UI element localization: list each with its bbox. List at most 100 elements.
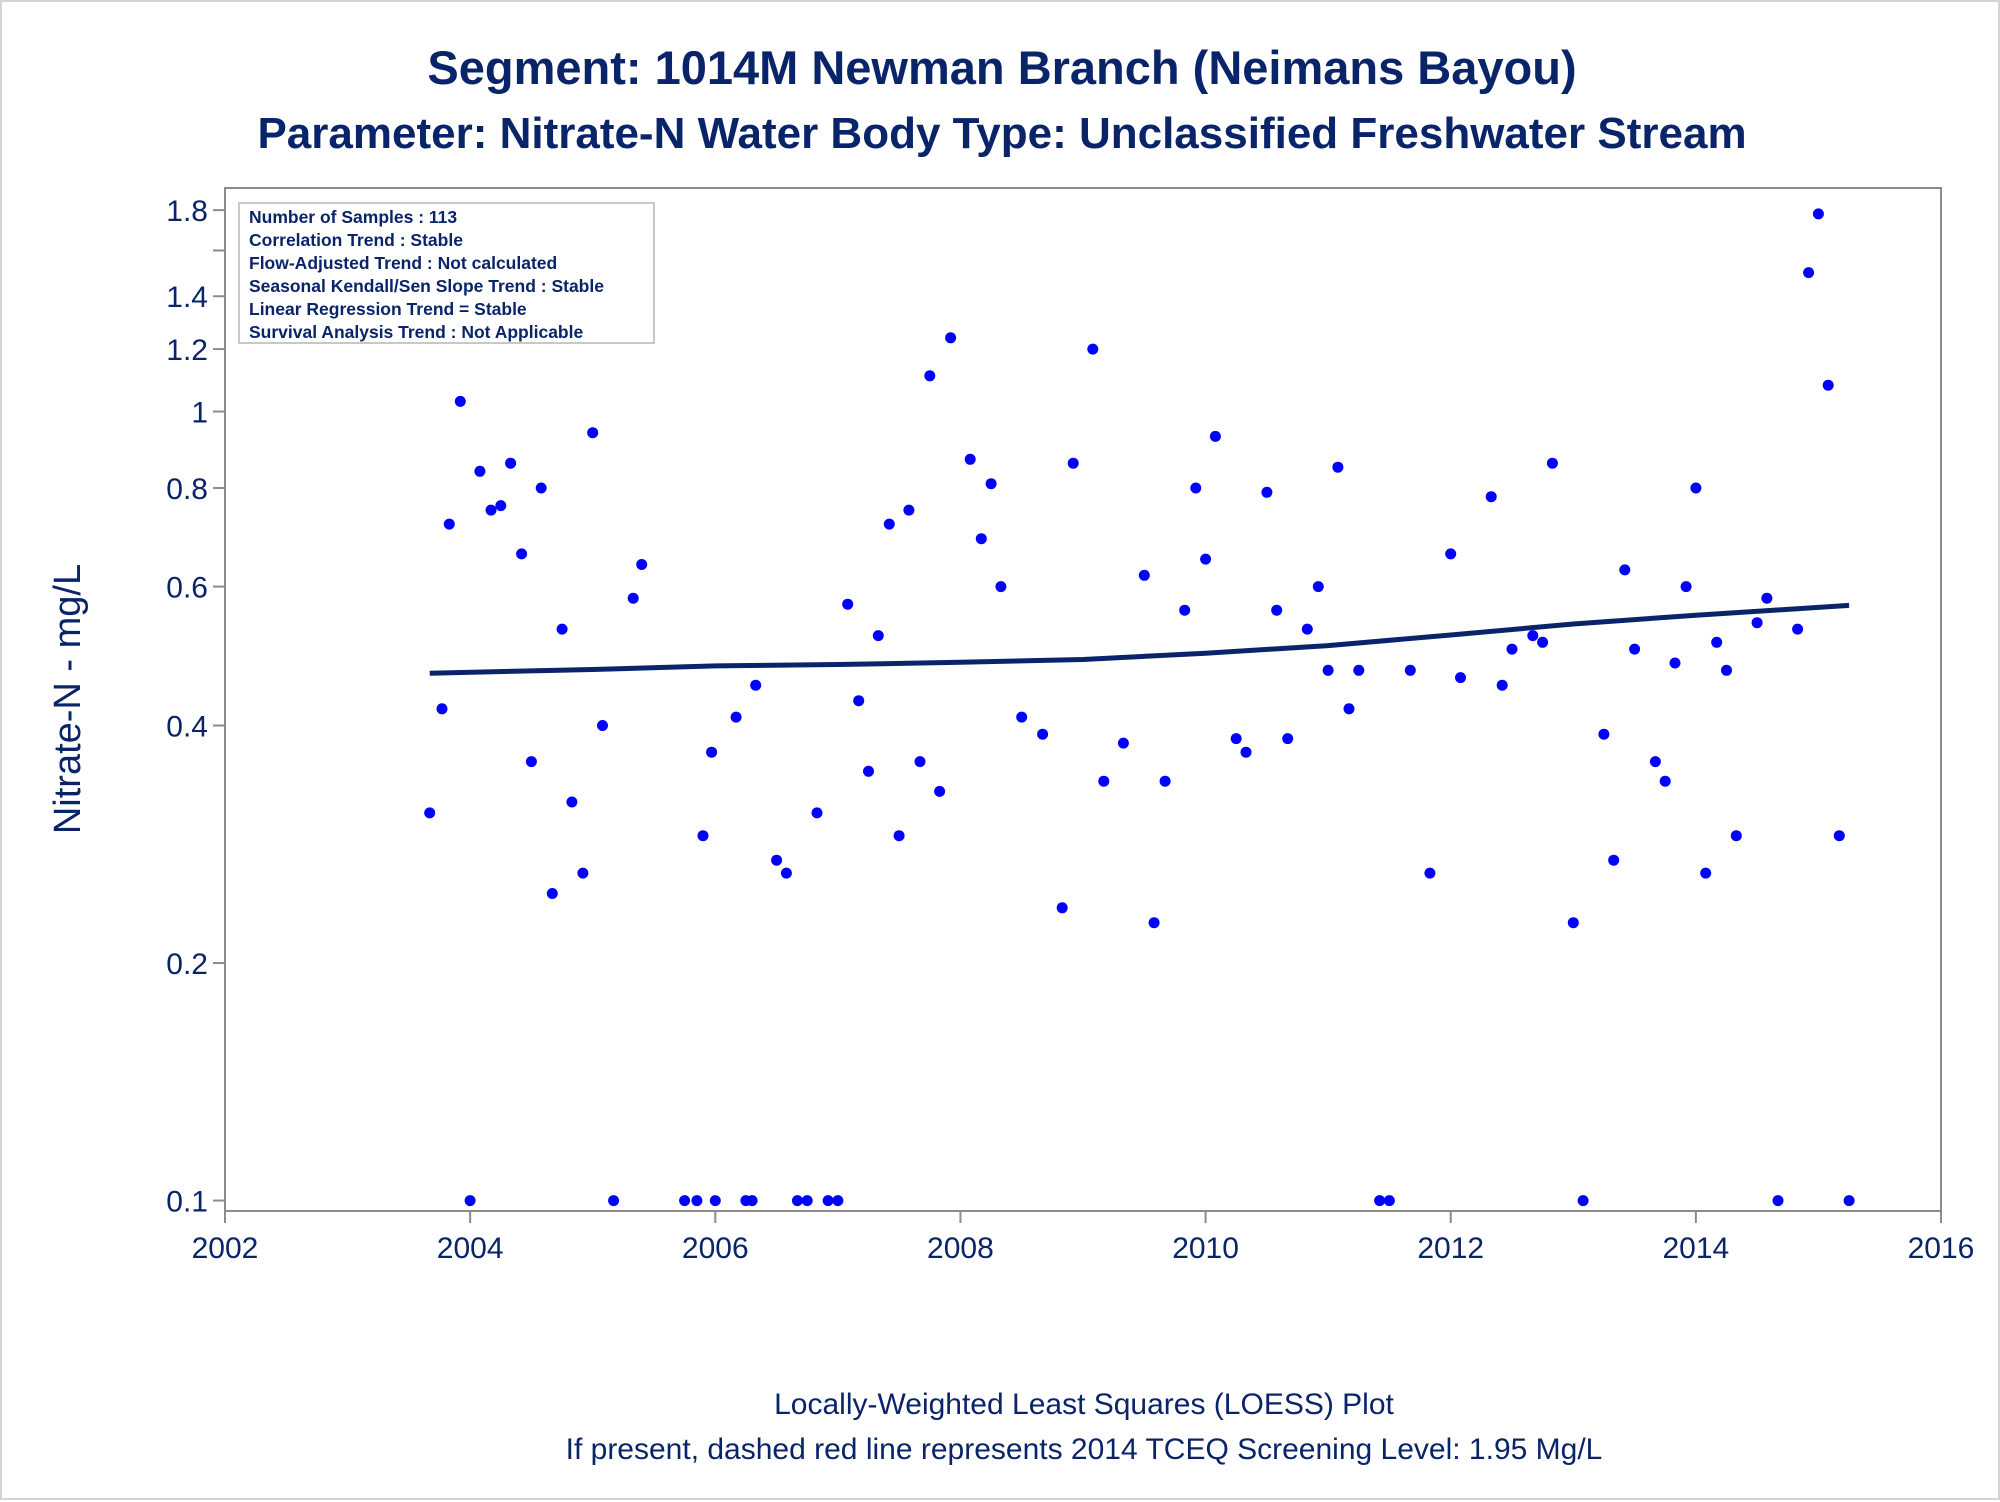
data-point — [443, 518, 455, 530]
stats-sample-count: Number of Samples : 113 — [249, 207, 457, 227]
data-point — [627, 592, 639, 604]
data-point — [1577, 1195, 1589, 1207]
chart-title: Segment: 1014M Newman Branch (Neimans Ba… — [427, 41, 1576, 94]
data-point — [1772, 1195, 1784, 1207]
x-tick-label: 2012 — [1417, 1232, 1484, 1265]
data-point — [1261, 486, 1273, 498]
y-tick-label: 0.4 — [166, 711, 208, 744]
stats-survival-analysis-trend: Survival Analysis Trend : Not Applicable — [249, 322, 583, 342]
data-point — [1629, 643, 1641, 655]
data-point — [1485, 491, 1497, 503]
data-point — [893, 830, 905, 842]
data-point — [1506, 643, 1518, 655]
data-point — [832, 1195, 844, 1207]
x-tick-label: 2008 — [927, 1232, 994, 1265]
y-tick-label: 1.2 — [166, 334, 208, 367]
data-point — [1087, 343, 1099, 355]
y-tick-label: 0.1 — [166, 1186, 208, 1219]
x-tick-label: 2004 — [437, 1232, 504, 1265]
data-point — [975, 533, 987, 545]
y-axis: 0.1 0.2 0.4 0.6 0.8 1 1.2 1.4 1.8 — [166, 195, 225, 1219]
data-point — [1761, 592, 1773, 604]
data-point — [636, 559, 648, 570]
data-point — [853, 695, 865, 707]
data-point — [1190, 482, 1202, 494]
chart-subtitle: Parameter: Nitrate-N Water Body Type: Un… — [257, 109, 1746, 158]
data-point — [934, 785, 946, 797]
data-point — [780, 867, 792, 879]
data-point — [691, 1195, 703, 1207]
data-point — [485, 504, 497, 516]
data-point — [1230, 733, 1242, 745]
data-point — [1711, 636, 1723, 648]
data-point — [1098, 775, 1110, 787]
data-point — [454, 395, 466, 407]
data-point — [1843, 1195, 1855, 1207]
data-point — [1117, 737, 1129, 749]
data-point — [1803, 267, 1815, 279]
data-point — [424, 807, 436, 819]
data-point — [1353, 664, 1365, 676]
loess-trend-line — [429, 602, 1850, 676]
data-point — [1496, 679, 1508, 691]
data-point — [1343, 703, 1355, 715]
data-point — [914, 756, 926, 768]
x-tick-label: 2010 — [1172, 1232, 1239, 1265]
data-point — [750, 679, 762, 691]
data-point — [1179, 604, 1191, 616]
data-points — [424, 208, 1855, 1207]
stats-seasonal-kendall-trend: Seasonal Kendall/Sen Slope Trend : Stabl… — [249, 276, 604, 296]
data-point — [597, 720, 608, 731]
data-point — [1598, 728, 1610, 740]
data-point — [872, 630, 884, 642]
data-point — [746, 1195, 758, 1207]
data-point — [822, 1195, 834, 1207]
data-point — [679, 1195, 691, 1207]
data-point — [495, 500, 507, 512]
data-point — [1445, 548, 1457, 560]
data-point — [1424, 867, 1436, 879]
data-point — [985, 478, 997, 490]
data-point — [1546, 457, 1558, 469]
data-point — [1037, 728, 1049, 740]
y-tick-label: 1.4 — [166, 281, 208, 314]
data-point — [842, 598, 854, 610]
data-point — [801, 1195, 813, 1207]
data-point — [1608, 854, 1620, 866]
data-point — [1527, 630, 1539, 642]
data-point — [1404, 664, 1416, 676]
data-point — [608, 1195, 620, 1207]
footnote-screening-level: If present, dashed red line represents 2… — [566, 1433, 1603, 1466]
data-point — [464, 1195, 476, 1207]
stats-flow-adjusted-trend: Flow-Adjusted Trend : Not calculated — [249, 253, 557, 273]
data-point — [903, 504, 915, 516]
data-point — [1322, 664, 1334, 676]
data-point — [1721, 664, 1732, 676]
data-point — [556, 623, 568, 635]
data-point — [1567, 917, 1579, 929]
data-point — [1138, 569, 1150, 581]
data-point — [1282, 733, 1294, 745]
data-point — [1669, 657, 1681, 669]
data-point — [436, 703, 448, 715]
data-point — [474, 465, 486, 477]
data-point — [863, 765, 874, 777]
data-point — [945, 332, 957, 344]
data-point — [1812, 208, 1824, 220]
data-point — [1822, 379, 1834, 391]
data-point — [566, 796, 578, 808]
data-point — [1700, 867, 1712, 879]
data-point — [1209, 430, 1221, 442]
plot-area — [224, 187, 1942, 1212]
footnote-loess: Locally-Weighted Least Squares (LOESS) P… — [774, 1388, 1394, 1421]
data-point — [883, 518, 895, 530]
data-point — [1792, 623, 1804, 635]
x-axis: 2002 2004 2006 2008 2010 2012 2014 2016 — [192, 1211, 1974, 1265]
data-point — [1271, 604, 1283, 616]
data-point — [1159, 775, 1171, 787]
data-point — [516, 548, 528, 560]
y-tick-label: 1.8 — [166, 195, 208, 228]
data-point — [1619, 564, 1631, 576]
